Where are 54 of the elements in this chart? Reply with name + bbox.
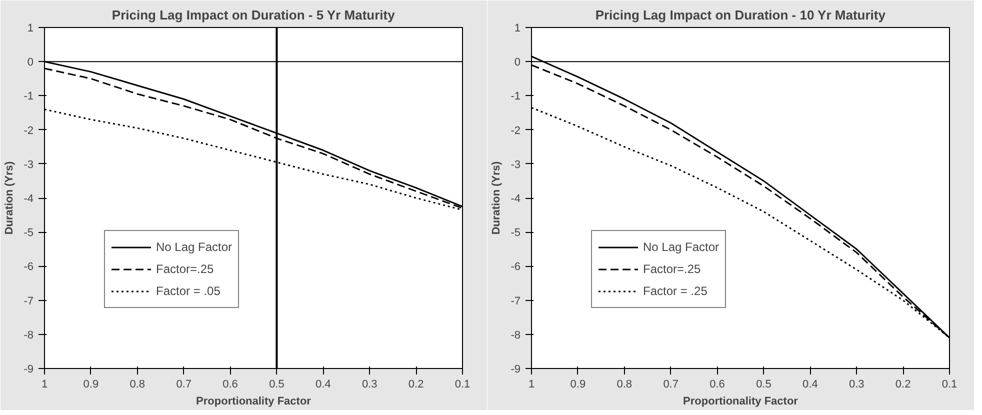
x-tick-label: 0.2 (895, 378, 911, 390)
x-tick-label: 0.3 (362, 378, 378, 390)
x-tick-label: 0.4 (802, 378, 818, 390)
y-tick-label: -5 (24, 227, 34, 240)
x-tick-label: 0.5 (756, 378, 772, 390)
y-tick-label: -6 (510, 261, 520, 274)
y-tick-label: -3 (510, 158, 520, 171)
y-tick-label: -5 (510, 227, 520, 240)
y-tick-label: -2 (510, 124, 520, 137)
y-tick-label: -9 (510, 364, 520, 376)
y-tick-label: 1 (27, 22, 34, 34)
chart-title: Pricing Lag Impact on Duration - 10 Yr Maturity (595, 8, 886, 22)
chart-title: Pricing Lag Impact on Duration - 5 Yr Maturity (112, 8, 396, 22)
legend-label: Factor = .05 (156, 284, 220, 298)
x-tick-label: 0.6 (222, 378, 238, 390)
legend-label: Factor = .25 (643, 284, 708, 298)
legend-label: No Lag Factor (643, 240, 720, 254)
y-axis-title: Duration (Yrs) (490, 160, 503, 235)
x-tick-label: 1 (41, 378, 48, 390)
x-tick-label: 0.9 (570, 378, 586, 390)
x-tick-label: 0.7 (176, 378, 192, 390)
y-tick-label: -1 (24, 90, 34, 103)
y-tick-label: -4 (510, 193, 520, 205)
y-tick-label: -6 (24, 261, 34, 274)
y-tick-label: -1 (510, 90, 520, 103)
y-tick-label: -9 (24, 364, 34, 376)
y-tick-label: -2 (24, 124, 34, 137)
y-tick-label: 1 (514, 22, 521, 34)
legend-label: No Lag Factor (156, 240, 232, 254)
x-tick-label: 0.6 (710, 378, 725, 390)
x-tick-label: 0.5 (269, 378, 284, 390)
x-tick-label: 1 (528, 378, 535, 390)
y-tick-label: -8 (24, 329, 34, 342)
y-tick-label: -4 (24, 193, 34, 205)
x-tick-label: 0.1 (942, 378, 958, 390)
y-tick-label: -3 (24, 158, 34, 171)
x-tick-label: 0.3 (848, 378, 864, 390)
y-tick-label: -7 (510, 295, 520, 308)
x-tick-label: 0.8 (616, 378, 632, 390)
x-tick-label: 0.4 (316, 378, 331, 390)
x-tick-label: 0.2 (408, 378, 424, 390)
legend-label: Factor=.25 (156, 262, 214, 276)
x-tick-label: 0.1 (454, 378, 470, 390)
y-tick-label: 0 (514, 56, 521, 69)
y-axis-title: Duration (Yrs) (4, 160, 16, 235)
x-tick-label: 0.9 (83, 378, 99, 390)
legend-label: Factor=.25 (643, 262, 701, 276)
y-tick-label: -8 (510, 329, 520, 342)
x-axis-title: Proportionality Factor (196, 396, 312, 408)
y-tick-label: -7 (24, 295, 34, 308)
y-tick-label: 0 (27, 56, 34, 69)
x-tick-label: 0.7 (663, 378, 678, 390)
x-axis-title: Proportionality Factor (683, 396, 799, 408)
x-tick-label: 0.8 (130, 378, 146, 390)
